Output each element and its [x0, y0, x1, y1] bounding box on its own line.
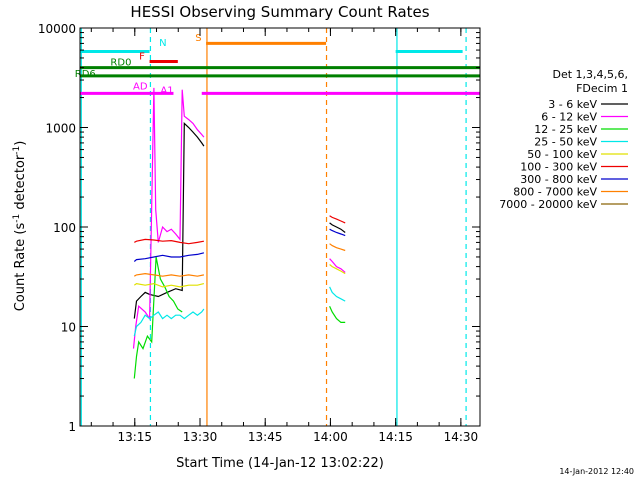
x-tick-label-2: 13:45: [248, 430, 283, 444]
flag-label-rd6: RD6: [75, 69, 96, 80]
flag-label-n: N: [159, 38, 166, 49]
flag-label-f: F: [139, 52, 145, 63]
flag-label-s: S: [195, 33, 201, 44]
y-axis-label-sup2: -1: [12, 146, 22, 155]
legend-header-2: FDecim 1: [576, 82, 628, 95]
x-tick-label-3: 14:00: [313, 430, 348, 444]
series-line-2-segment-1: [329, 305, 346, 323]
series-line-4-segment-1: [329, 264, 346, 275]
x-axis-label: Start Time (14-Jan-12 13:02:22): [176, 456, 384, 471]
series-line-1-segment-1: [329, 258, 346, 273]
y-axis-label-main: Count Rate (s: [13, 223, 28, 312]
series-line-4-segment-0: [133, 282, 205, 288]
y-axis-label: Count Rate (s-1 detector-1): [12, 141, 28, 312]
series-line-6-segment-1: [329, 228, 346, 237]
legend-label-3: 25 - 50 keV: [534, 136, 597, 149]
y-tick-label-3: 1000: [45, 122, 76, 136]
legend-label-0: 3 - 6 keV: [548, 98, 597, 111]
legend-label-5: 100 - 300 keV: [520, 161, 597, 174]
axes: 13:15 13:30 13:45 14:00 14:15 14:30 1 10 100 1000…: [38, 22, 480, 444]
legend-label-2: 12 - 25 keV: [534, 123, 597, 136]
chart-title: HESSI Observing Summary Count Rates: [130, 3, 429, 21]
x-tick-label-4: 14:15: [378, 430, 413, 444]
y-axis-label-end: ): [13, 141, 28, 146]
series-line-7-segment-0: [133, 272, 205, 277]
series-line-5-segment-1: [329, 215, 346, 224]
series-line-7-segment-1: [329, 243, 346, 252]
legend-label-6: 300 - 800 keV: [520, 173, 597, 186]
series-line-0-segment-1: [329, 222, 346, 233]
y-axis-label-sup1: -1: [12, 214, 22, 223]
legend-label-7: 800 - 7000 keV: [513, 186, 597, 199]
x-tick-label-0: 13:15: [117, 430, 152, 444]
plot-area: N S F RD0 RD6 AD A1: [75, 28, 480, 427]
x-tick-label-5: 14:30: [444, 430, 479, 444]
flag-label-ad: AD: [133, 82, 148, 93]
y-axis-label-mid: detector: [13, 154, 28, 214]
series-line-5-segment-0: [134, 238, 205, 245]
legend-label-8: 7000 - 20000 keV: [499, 198, 597, 211]
flag-label-a1: A1: [160, 85, 173, 96]
legend-label-1: 6 - 12 keV: [541, 111, 597, 124]
y-tick-label-0: 1: [68, 420, 76, 434]
legend-label-4: 50 - 100 keV: [527, 148, 597, 161]
series-line-3-segment-1: [329, 286, 346, 302]
x-tick-label-1: 13:30: [183, 430, 218, 444]
series-line-0-segment-0: [133, 122, 205, 319]
y-tick-label-2: 100: [53, 221, 76, 235]
series-line-6-segment-0: [133, 252, 205, 262]
legend-header-1: Det 1,3,4,5,6,: [552, 68, 628, 81]
series-line-1-segment-0: [132, 87, 205, 349]
series-line-3-segment-0: [133, 308, 205, 337]
footer-date: 14-Jan-2012 12:40: [559, 467, 634, 476]
y-tick-label-1: 10: [61, 321, 76, 335]
y-tick-label-4: 10000: [38, 22, 76, 36]
flag-label-rd0: RD0: [110, 57, 131, 68]
